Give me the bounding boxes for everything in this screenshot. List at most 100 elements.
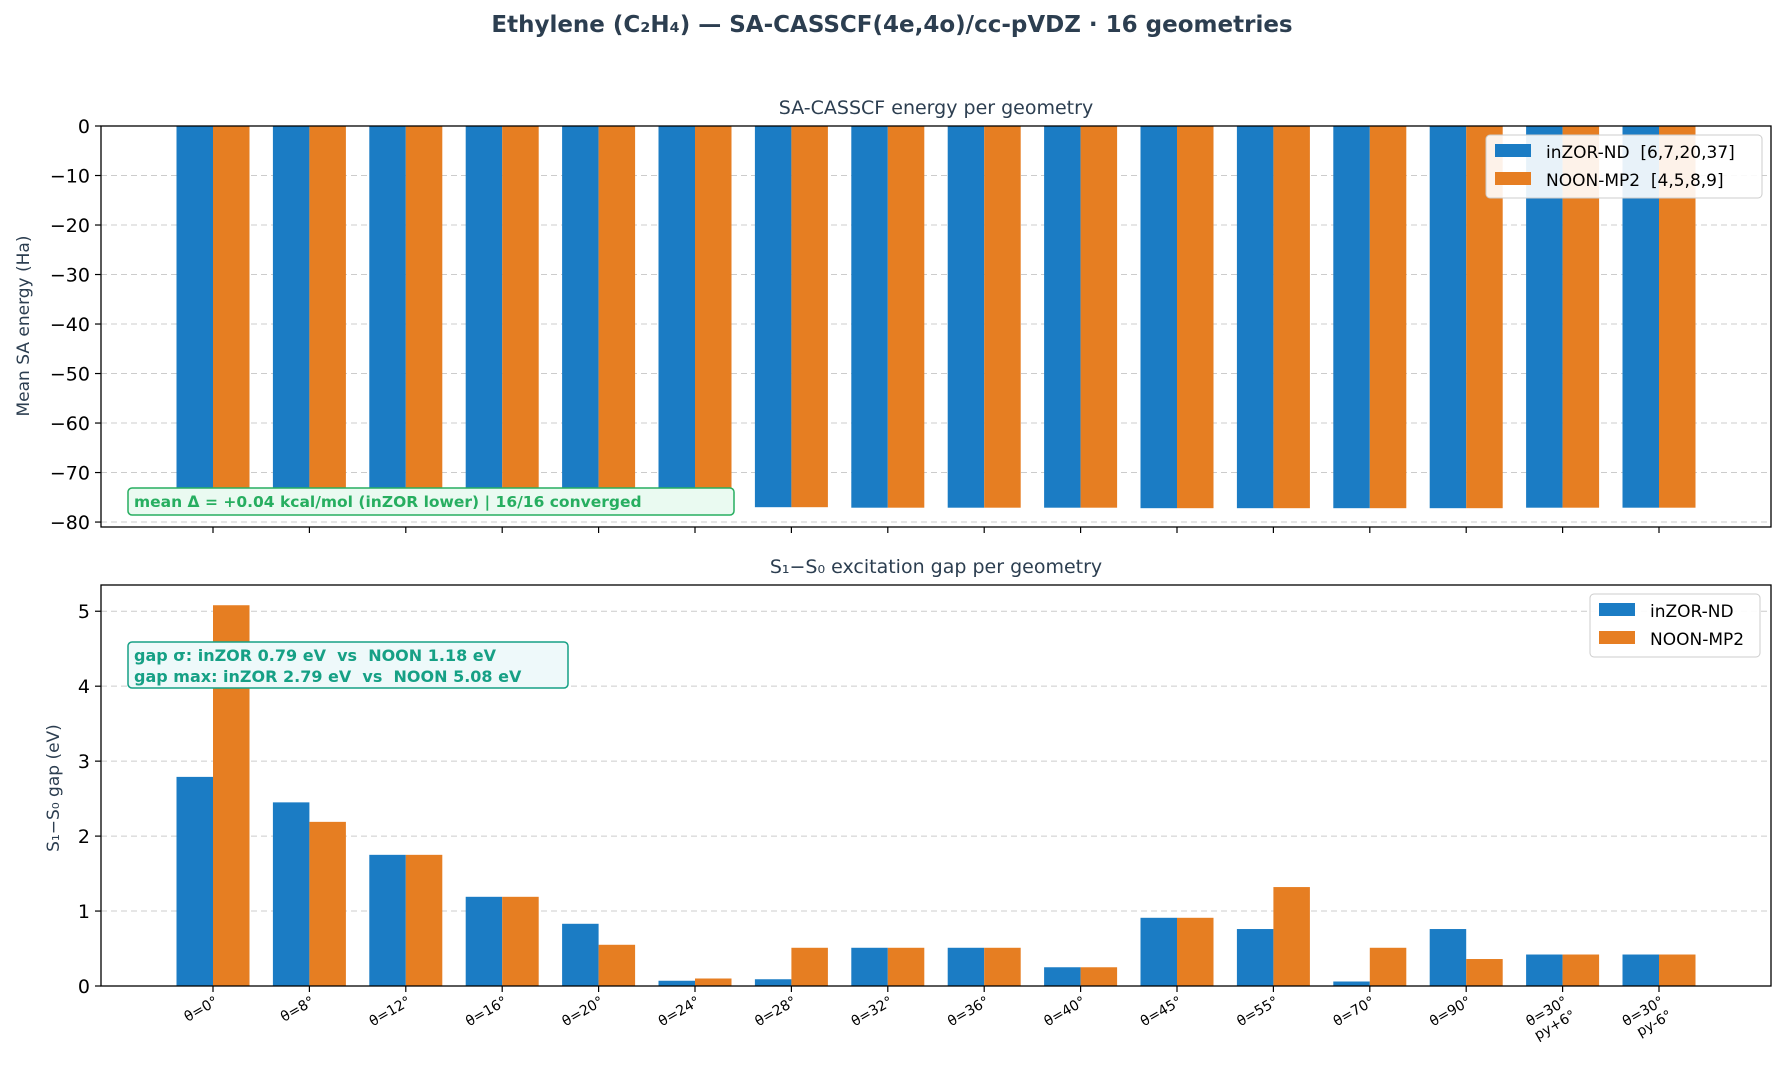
y-tick-label: 3 bbox=[78, 751, 90, 773]
y-tick-label: 5 bbox=[78, 601, 90, 623]
x-tick-label: θ=36° bbox=[945, 994, 992, 1030]
x-tick-label: θ=30°py+6° bbox=[1524, 994, 1579, 1044]
x-tick-label: θ=12° bbox=[367, 994, 414, 1030]
y-tick-label: 0 bbox=[78, 116, 90, 138]
x-tick-label: θ=32° bbox=[849, 994, 896, 1030]
energy-legend: inZOR-ND [6,7,20,37] NOON-MP2 [4,5,8,9] bbox=[1485, 134, 1763, 199]
bar-noon bbox=[598, 126, 636, 513]
bar-inzor bbox=[562, 126, 599, 513]
bar-inzor bbox=[369, 126, 406, 513]
gap-x-ticks: θ=0° θ=8° θ=12° θ=16° θ=20° θ=24° θ=28° θ=32° θ=… bbox=[182, 986, 1675, 1044]
bar-inzor bbox=[1140, 126, 1177, 509]
y-tick-label: −80 bbox=[50, 512, 90, 534]
energy-legend-label-noon: NOON-MP2 [4,5,8,9] bbox=[1546, 171, 1724, 191]
x-tick-label: θ=16° bbox=[463, 994, 510, 1030]
bar-noon bbox=[887, 126, 925, 508]
gap-panel-title: S₁−S₀ excitation gap per geometry bbox=[770, 556, 1102, 578]
bar-noon bbox=[598, 944, 636, 986]
energy-annotation: mean Δ = +0.04 kcal/mol (inZOR lower) | … bbox=[134, 493, 642, 512]
energy-legend-label-inzor: inZOR-ND [6,7,20,37] bbox=[1546, 143, 1735, 163]
bar-inzor bbox=[754, 126, 792, 508]
bar-inzor bbox=[1044, 967, 1081, 986]
x-tick-label: θ=70° bbox=[1331, 994, 1378, 1030]
bar-noon bbox=[405, 854, 443, 986]
y-tick-label: 2 bbox=[78, 826, 90, 848]
bar-inzor bbox=[1429, 126, 1467, 509]
y-tick-label: −30 bbox=[50, 265, 90, 287]
y-tick-label: −50 bbox=[50, 364, 90, 386]
x-tick-label: θ=90° bbox=[1427, 994, 1474, 1030]
y-tick-label: −40 bbox=[50, 314, 90, 336]
bar-noon bbox=[1369, 126, 1407, 509]
energy-x-ticks bbox=[212, 527, 1660, 533]
energy-plot-frame bbox=[100, 125, 1772, 528]
bar-noon bbox=[1080, 967, 1118, 986]
y-tick-label: −10 bbox=[50, 166, 90, 188]
x-tick-label: θ=55° bbox=[1234, 994, 1281, 1030]
x-tick-label: θ=24° bbox=[656, 994, 703, 1030]
bar-noon bbox=[1659, 954, 1696, 986]
bar-noon bbox=[791, 947, 828, 986]
energy-legend-swatch-inzor bbox=[1495, 144, 1531, 157]
gap-plot-frame bbox=[100, 584, 1772, 987]
bar-inzor bbox=[272, 802, 310, 986]
energy-annotation-box: mean Δ = +0.04 kcal/mol (inZOR lower) | … bbox=[127, 487, 735, 516]
energy-y-axis-label: Mean SA energy (Ha) bbox=[14, 236, 34, 417]
bar-inzor bbox=[1044, 126, 1081, 508]
figure-title: Ethylene (C₂H₄) — SA-CASSCF(4e,4o)/cc-pV… bbox=[491, 12, 1292, 38]
gap-legend-label-inzor: inZOR-ND bbox=[1650, 602, 1734, 622]
bar-noon bbox=[1080, 126, 1118, 508]
bar-noon bbox=[887, 947, 925, 986]
bar-inzor bbox=[754, 979, 792, 986]
bar-noon bbox=[1177, 126, 1214, 509]
energy-y-ticks: 0 −10 −20 −30 −40 −50 −60 −70 −80 bbox=[50, 116, 101, 534]
gap-legend-label-noon: NOON-MP2 bbox=[1650, 630, 1744, 650]
bar-inzor bbox=[947, 947, 985, 986]
y-tick-label: 1 bbox=[78, 901, 90, 923]
energy-panel-title: SA-CASSCF energy per geometry bbox=[779, 97, 1093, 119]
bar-inzor bbox=[369, 854, 406, 986]
y-tick-label: −70 bbox=[50, 463, 90, 485]
gap-y-ticks: 0 1 2 3 4 5 bbox=[78, 601, 101, 998]
bar-inzor bbox=[465, 126, 503, 513]
bar-inzor bbox=[1140, 917, 1177, 986]
x-tick-label: θ=30°py-6° bbox=[1620, 994, 1675, 1044]
bar-noon bbox=[695, 126, 732, 513]
bar-noon bbox=[1273, 887, 1310, 986]
energy-panel: SA-CASSCF energy per geometry Mean SA en… bbox=[14, 97, 1772, 534]
bar-noon bbox=[405, 126, 443, 513]
x-tick-label: θ=40° bbox=[1042, 994, 1089, 1030]
gap-annotation-max: gap max: inZOR 2.79 eV vs NOON 5.08 eV bbox=[134, 667, 522, 686]
bar-inzor bbox=[272, 126, 310, 513]
x-tick-label: θ=8° bbox=[278, 994, 317, 1026]
y-tick-label: 4 bbox=[78, 676, 90, 698]
energy-bars bbox=[176, 126, 1696, 513]
bar-inzor bbox=[465, 896, 503, 986]
gap-y-axis-label: S₁−S₀ gap (eV) bbox=[44, 724, 64, 852]
x-tick-label: θ=28° bbox=[752, 994, 799, 1030]
bar-inzor bbox=[851, 947, 888, 986]
gap-bars bbox=[176, 605, 1696, 986]
bar-noon bbox=[213, 126, 250, 513]
bar-inzor bbox=[658, 126, 695, 513]
bar-noon bbox=[309, 126, 346, 513]
bar-noon bbox=[1562, 954, 1600, 986]
bar-noon bbox=[1273, 126, 1310, 509]
x-tick-label: θ=45° bbox=[1138, 994, 1185, 1030]
y-tick-label: −20 bbox=[50, 215, 90, 237]
gap-legend-swatch-inzor bbox=[1599, 603, 1635, 616]
y-tick-label: 0 bbox=[78, 976, 90, 998]
bar-inzor bbox=[1429, 929, 1467, 986]
bar-noon bbox=[1177, 917, 1214, 986]
x-tick-label: θ=20° bbox=[560, 994, 607, 1030]
bar-inzor bbox=[851, 126, 888, 508]
gap-legend-swatch-noon bbox=[1599, 631, 1635, 644]
gap-panel: S₁−S₀ excitation gap per geometry S₁−S₀ … bbox=[44, 556, 1772, 1044]
bar-inzor bbox=[1333, 981, 1370, 986]
bar-noon bbox=[984, 947, 1021, 986]
bar-inzor bbox=[658, 980, 695, 986]
bar-inzor bbox=[947, 126, 985, 508]
bar-noon bbox=[502, 126, 539, 513]
bar-noon bbox=[695, 978, 732, 986]
